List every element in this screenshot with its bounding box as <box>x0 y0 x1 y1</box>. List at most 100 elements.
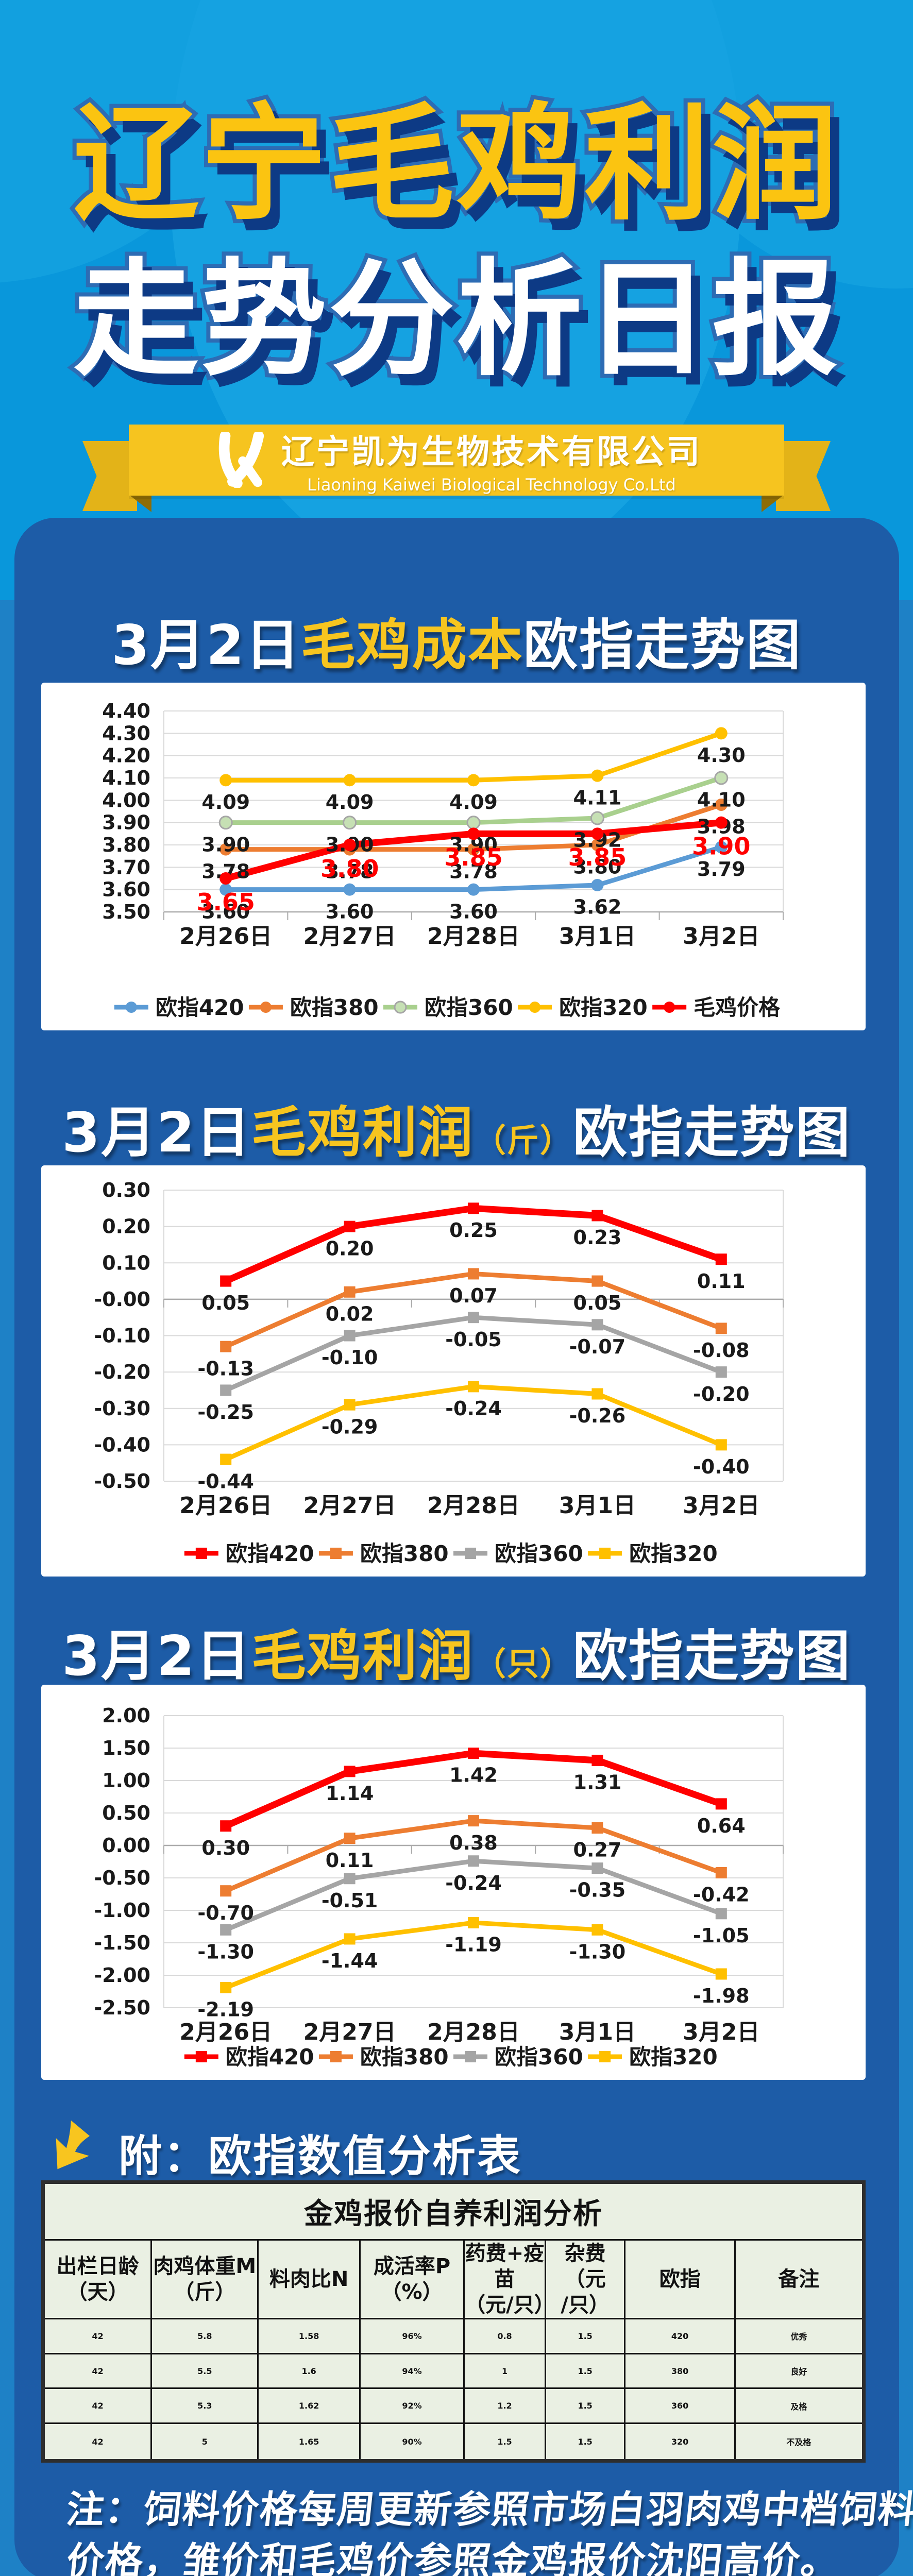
table-cell: 优秀 <box>734 2318 865 2354</box>
svg-text:3.78: 3.78 <box>326 860 374 883</box>
table-cell: 5.5 <box>150 2352 259 2389</box>
svg-text:3.85: 3.85 <box>444 843 503 871</box>
table-cell: 1.58 <box>257 2318 361 2354</box>
svg-text:-0.30: -0.30 <box>94 1397 150 1420</box>
svg-text:2月28日: 2月28日 <box>427 1493 520 1519</box>
svg-text:欧指360: 欧指360 <box>495 1541 583 1566</box>
svg-text:3.60: 3.60 <box>449 900 498 923</box>
svg-text:3.90: 3.90 <box>201 833 250 856</box>
table-cell: 5.8 <box>150 2318 259 2354</box>
svg-text:4.11: 4.11 <box>573 786 622 809</box>
svg-text:毛鸡价格: 毛鸡价格 <box>694 995 781 1020</box>
svg-text:-2.00: -2.00 <box>94 1964 150 1987</box>
title-prefix: 3月2日 <box>62 1624 251 1688</box>
svg-text:欧指360: 欧指360 <box>425 995 513 1020</box>
svg-text:欧指420: 欧指420 <box>226 1541 314 1566</box>
svg-text:-1.50: -1.50 <box>94 1931 150 1954</box>
title-highlight: 毛鸡利润 <box>251 1624 474 1688</box>
svg-text:-0.51: -0.51 <box>322 1889 378 1912</box>
svg-text:-0.40: -0.40 <box>94 1433 150 1456</box>
svg-text:-1.30: -1.30 <box>197 1940 254 1963</box>
table-header-cell: 备注 <box>734 2239 865 2319</box>
svg-text:欧指360: 欧指360 <box>495 2044 583 2070</box>
svg-text:2月26日: 2月26日 <box>179 923 272 950</box>
table-cell: 42 <box>42 2387 153 2425</box>
svg-text:-0.13: -0.13 <box>197 1357 254 1380</box>
svg-text:2月28日: 2月28日 <box>427 2019 520 2045</box>
svg-text:-0.50: -0.50 <box>94 1867 150 1889</box>
svg-text:-0.00: -0.00 <box>94 1288 150 1311</box>
svg-text:3月1日: 3月1日 <box>559 1493 636 1519</box>
svg-text:0.38: 0.38 <box>449 1832 498 1854</box>
profit-zhi-chart-title: 3月2日毛鸡利润（只）欧指走势图 <box>0 1612 913 1691</box>
svg-text:4.10: 4.10 <box>102 767 150 789</box>
company-name-cn: 辽宁凯为生物技术有限公司 <box>281 433 702 471</box>
svg-text:1.50: 1.50 <box>102 1737 150 1759</box>
svg-text:-0.40: -0.40 <box>693 1455 750 1478</box>
svg-text:欧指420: 欧指420 <box>156 995 244 1020</box>
table-row: 42 5.8 1.58 96% 0.8 1.5 420 优秀 <box>42 2318 865 2354</box>
svg-text:3.80: 3.80 <box>573 856 622 878</box>
profit-jin-chart-title: 3月2日毛鸡利润（斤）欧指走势图 <box>0 1088 913 1167</box>
svg-text:3.79: 3.79 <box>697 858 746 880</box>
svg-text:3月2日: 3月2日 <box>683 2019 759 2045</box>
svg-text:2月26日: 2月26日 <box>179 1493 272 1519</box>
cost-chart-title: 3月2日毛鸡成本欧指走势图 <box>0 601 913 680</box>
svg-text:-2.50: -2.50 <box>94 1996 150 2019</box>
table-cell: 1.5 <box>544 2422 626 2462</box>
table-cell: 90% <box>359 2422 465 2462</box>
table-cell: 92% <box>359 2387 465 2425</box>
svg-text:0.27: 0.27 <box>573 1839 622 1861</box>
svg-text:1.00: 1.00 <box>102 1769 150 1792</box>
table-cell: 42 <box>42 2422 153 2462</box>
company-logo-icon <box>218 432 264 488</box>
svg-text:3月2日: 3月2日 <box>683 1493 759 1519</box>
svg-text:-0.24: -0.24 <box>445 1872 502 1894</box>
svg-text:0.05: 0.05 <box>201 1292 250 1314</box>
table-cell: 5.3 <box>150 2387 259 2425</box>
title-prefix: 3月2日 <box>62 1101 251 1164</box>
svg-text:4.09: 4.09 <box>326 791 374 814</box>
note-line2: 价格，雏价和毛鸡价参照金鸡报价沈阳高价。 <box>64 2539 842 2576</box>
svg-text:-0.29: -0.29 <box>322 1415 378 1438</box>
svg-text:3.50: 3.50 <box>102 901 150 923</box>
svg-text:-0.25: -0.25 <box>197 1401 254 1423</box>
svg-text:0.30: 0.30 <box>102 1179 150 1201</box>
analysis-table-wrap: 金鸡报价自养利润分析 出栏日龄 （天） 肉鸡体重M （斤） 料肉比N 成活率P （%）药… <box>41 2180 866 2463</box>
svg-text:0.07: 0.07 <box>449 1284 498 1307</box>
svg-text:0.23: 0.23 <box>573 1226 622 1249</box>
table-header-cell: 杂费（元 /只） <box>544 2239 626 2319</box>
note-line1: 注：饲料价格每周更新参照市场白羽肉鸡中档饲料 <box>64 2488 913 2532</box>
svg-text:4.00: 4.00 <box>102 789 150 811</box>
svg-text:3.62: 3.62 <box>573 896 622 919</box>
table-cell: 1.5 <box>544 2318 626 2354</box>
svg-text:0.11: 0.11 <box>697 1270 746 1293</box>
svg-text:3.80: 3.80 <box>320 855 379 883</box>
svg-text:4.09: 4.09 <box>201 791 250 814</box>
cost-chart-card: 4.40 4.30 4.20 4.10 4.00 3.90 3.80 3.70 3.60 3.50… <box>41 683 866 1030</box>
title-highlight: 毛鸡成本 <box>300 614 523 677</box>
table-cell: 94% <box>359 2352 465 2389</box>
table-row: 42 5.3 1.62 92% 1.2 1.5 360 及格 <box>42 2387 865 2425</box>
table-cell: 不及格 <box>734 2422 865 2462</box>
table-row: 42 5 1.65 90% 1.5 1.5 320 不及格 <box>42 2422 865 2462</box>
company-name-en: Liaoning Kaiwei Biological Technology Co… <box>307 475 676 495</box>
svg-text:欧指380: 欧指380 <box>290 995 379 1020</box>
yellow-arrow-icon <box>56 2120 90 2170</box>
poster-title-line2: 走势分析日报 <box>69 247 842 393</box>
svg-text:4.30: 4.30 <box>697 744 746 767</box>
svg-text:欧指420: 欧指420 <box>226 2044 314 2070</box>
title-unit: （只） <box>474 1645 573 1683</box>
table-cell: 5 <box>150 2422 259 2462</box>
table-header-cell: 成活率P （%） <box>359 2239 465 2319</box>
svg-text:1.31: 1.31 <box>573 1771 622 1794</box>
svg-text:3.60: 3.60 <box>201 900 250 923</box>
svg-text:-0.50: -0.50 <box>94 1470 150 1493</box>
table-cell: 0.8 <box>463 2318 546 2354</box>
svg-text:4.40: 4.40 <box>102 700 150 722</box>
svg-text:3.70: 3.70 <box>102 856 150 878</box>
table-cell: 1.5 <box>544 2387 626 2425</box>
profit-zhi-chart-card: 2.00 1.50 1.00 0.50 0.00 -0.50 -1.00 -1.50 -2.00… <box>41 1685 866 2080</box>
svg-text:1.14: 1.14 <box>326 1782 374 1805</box>
svg-text:欧指320: 欧指320 <box>559 995 648 1020</box>
